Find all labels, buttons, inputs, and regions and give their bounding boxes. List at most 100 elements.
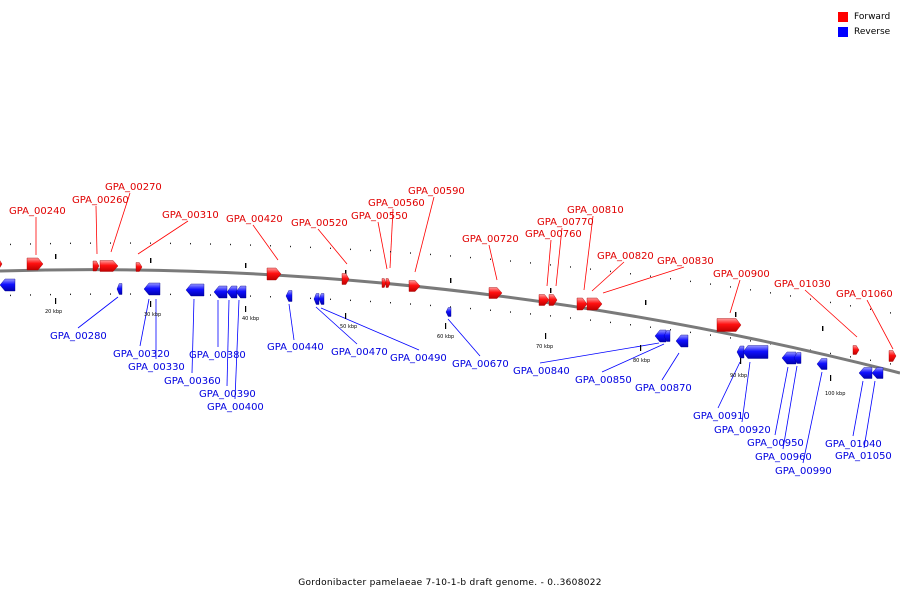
reverse-gene-label: GPA_01050: [835, 451, 892, 462]
forward-gene: [99, 260, 119, 272]
minor-tick: [490, 258, 491, 260]
minor-tick: [430, 253, 431, 256]
minor-tick: [610, 321, 611, 324]
minor-tick: [870, 359, 871, 362]
minor-tick: [30, 294, 31, 296]
minor-tick: [410, 303, 411, 305]
minor-tick: [470, 256, 471, 259]
minor-tick: [170, 242, 171, 245]
major-tick: [345, 270, 347, 275]
reverse-gene: [235, 285, 247, 299]
forward-gene-label: GPA_00240: [9, 206, 66, 217]
minor-tick: [490, 309, 491, 311]
minor-tick: [610, 270, 611, 273]
minor-tick: [350, 299, 351, 302]
minor-tick: [810, 298, 811, 300]
minor-tick: [530, 313, 531, 315]
minor-tick: [50, 242, 51, 245]
reverse-leader-line: [191, 298, 195, 374]
forward-gene-label: GPA_00900: [713, 269, 770, 280]
reverse-gene-label: GPA_00400: [207, 402, 264, 413]
forward-gene-label: GPA_01060: [836, 289, 893, 300]
minor-tick: [870, 308, 871, 311]
forward-gene: [385, 278, 391, 288]
minor-tick: [390, 251, 391, 253]
reverse-gene-label: GPA_00950: [747, 438, 804, 449]
minor-tick: [330, 247, 331, 250]
reverse-gene-label: GPA_00870: [635, 383, 692, 394]
minor-tick: [690, 280, 691, 283]
minor-tick: [550, 264, 551, 266]
minor-tick: [190, 242, 191, 245]
reverse-gene-label: GPA_00360: [164, 376, 221, 387]
reverse-gene-label: GPA_00920: [714, 425, 771, 436]
reverse-leader-line: [447, 318, 481, 357]
scale-tick: [830, 375, 832, 381]
legend-forward: Forward: [838, 9, 890, 24]
minor-tick: [670, 329, 671, 331]
major-tick: [645, 300, 647, 305]
forward-leader-line: [252, 224, 279, 261]
scale-tick-label: 30 kbp: [144, 312, 161, 318]
reverse-leader-line: [852, 380, 864, 437]
major-tick: [450, 278, 452, 283]
minor-tick: [430, 304, 431, 307]
reverse-gene: [143, 282, 161, 296]
forward-gene: [716, 318, 742, 332]
reverse-gene-label: GPA_01040: [825, 439, 882, 450]
scale-tick: [245, 306, 247, 312]
scale-tick: [640, 345, 642, 351]
minor-tick: [650, 275, 651, 277]
reverse-gene: [226, 285, 238, 299]
forward-gene: [548, 294, 558, 306]
minor-tick: [570, 266, 571, 268]
minor-tick: [690, 331, 691, 334]
scale-tick-label: 70 kbp: [536, 344, 553, 350]
forward-gene-label: GPA_00550: [351, 211, 408, 222]
forward-gene: [576, 297, 588, 311]
reverse-gene: [318, 293, 325, 305]
reverse-leader-line: [717, 361, 741, 409]
reverse-gene-label: GPA_00280: [50, 331, 107, 342]
major-tick: [150, 258, 152, 263]
scale-tick-label: 60 kbp: [437, 334, 454, 340]
forward-gene-label: GPA_00720: [462, 234, 519, 245]
forward-gene: [341, 273, 350, 285]
minor-tick: [50, 293, 51, 296]
reverse-gene: [213, 285, 228, 299]
reverse-gene-label: GPA_00380: [189, 350, 246, 361]
forward-gene: [408, 280, 421, 292]
scale-tick-label: 40 kbp: [242, 316, 259, 322]
forward-gene: [135, 262, 143, 272]
minor-tick: [770, 292, 771, 294]
reverse-leader-line: [774, 366, 789, 436]
forward-leader-line: [377, 221, 388, 270]
reverse-gene-label: GPA_00960: [755, 452, 812, 463]
forward-leader-line: [729, 279, 741, 314]
reverse-gene: [0, 278, 16, 292]
scale-tick-label: 80 kbp: [633, 358, 650, 364]
genome-backbone: [0, 268, 900, 375]
minor-tick: [350, 248, 351, 251]
forward-gene: [538, 294, 550, 306]
minor-tick: [790, 295, 791, 297]
reverse-gene: [871, 367, 884, 379]
reverse-leader-line: [539, 342, 660, 364]
minor-tick: [110, 293, 111, 295]
reverse-gene: [736, 345, 745, 359]
minor-tick: [530, 262, 531, 264]
minor-tick: [670, 278, 671, 280]
reverse-gene: [445, 307, 452, 317]
forward-gene: [92, 260, 100, 272]
minor-tick: [270, 245, 271, 247]
minor-tick: [10, 243, 11, 246]
minor-tick: [370, 249, 371, 252]
minor-tick: [170, 293, 171, 296]
forward-gene-label: GPA_00810: [567, 205, 624, 216]
forward-leader-line: [583, 215, 594, 291]
minor-tick: [590, 268, 591, 270]
forward-gene-label: GPA_00770: [537, 217, 594, 228]
minor-tick: [850, 305, 851, 307]
reverse-gene-label: GPA_00850: [575, 375, 632, 386]
